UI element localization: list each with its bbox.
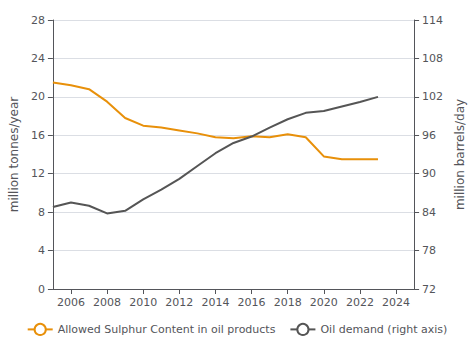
svg-text:102: 102 (422, 90, 443, 103)
svg-text:72: 72 (422, 283, 436, 296)
svg-text:108: 108 (422, 52, 443, 65)
svg-text:2010: 2010 (129, 296, 157, 309)
svg-text:2012: 2012 (165, 296, 193, 309)
svg-text:90: 90 (422, 167, 436, 180)
svg-text:78: 78 (422, 244, 436, 257)
svg-text:4: 4 (38, 244, 45, 257)
svg-text:2008: 2008 (93, 296, 121, 309)
svg-text:8: 8 (38, 206, 45, 219)
svg-text:84: 84 (422, 206, 436, 219)
svg-text:114: 114 (422, 14, 443, 27)
svg-text:2014: 2014 (201, 296, 229, 309)
svg-text:million tonnes/year: million tonnes/year (7, 97, 21, 213)
svg-text:Allowed Sulphur Content in oil: Allowed Sulphur Content in oil products (58, 323, 276, 336)
svg-text:2006: 2006 (57, 296, 85, 309)
svg-text:2020: 2020 (310, 296, 338, 309)
svg-text:28: 28 (31, 14, 45, 27)
svg-text:Oil demand (right axis): Oil demand (right axis) (320, 323, 447, 336)
svg-text:2022: 2022 (346, 296, 374, 309)
svg-text:20: 20 (31, 90, 45, 103)
svg-text:0: 0 (38, 283, 45, 296)
svg-text:96: 96 (422, 129, 436, 142)
svg-text:2016: 2016 (238, 296, 266, 309)
svg-text:million barrels/day: million barrels/day (453, 99, 467, 210)
svg-text:12: 12 (31, 167, 45, 180)
svg-text:16: 16 (31, 129, 45, 142)
svg-text:2024: 2024 (382, 296, 410, 309)
svg-text:2018: 2018 (274, 296, 302, 309)
svg-text:24: 24 (31, 52, 45, 65)
